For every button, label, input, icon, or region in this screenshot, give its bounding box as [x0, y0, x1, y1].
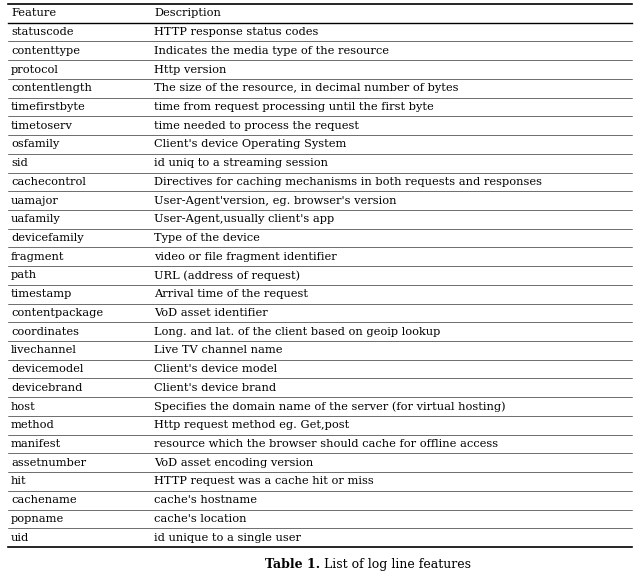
Text: contenttype: contenttype [11, 46, 80, 56]
Text: uid: uid [11, 533, 29, 543]
Text: Table 1.: Table 1. [265, 558, 320, 571]
Text: Description: Description [154, 8, 221, 19]
Text: livechannel: livechannel [11, 346, 77, 356]
Text: cache's hostname: cache's hostname [154, 495, 257, 505]
Text: User-Agent,usually client's app: User-Agent,usually client's app [154, 214, 335, 224]
Text: cache's location: cache's location [154, 514, 247, 524]
Text: coordinates: coordinates [11, 327, 79, 336]
Text: method: method [11, 420, 55, 430]
Text: uamajor: uamajor [11, 196, 59, 206]
Text: cachecontrol: cachecontrol [11, 177, 86, 187]
Text: List of log line features: List of log line features [320, 558, 471, 571]
Text: Type of the device: Type of the device [154, 233, 260, 243]
Text: Long. and lat. of the client based on geoip lookup: Long. and lat. of the client based on ge… [154, 327, 441, 336]
Text: assetnumber: assetnumber [11, 458, 86, 468]
Text: Live TV channel name: Live TV channel name [154, 346, 283, 356]
Text: uafamily: uafamily [11, 214, 61, 224]
Text: devicebrand: devicebrand [11, 383, 83, 393]
Text: popname: popname [11, 514, 64, 524]
Text: Indicates the media type of the resource: Indicates the media type of the resource [154, 46, 389, 56]
Text: devicemodel: devicemodel [11, 364, 83, 374]
Text: path: path [11, 270, 37, 280]
Text: Http version: Http version [154, 64, 227, 75]
Text: manifest: manifest [11, 439, 61, 449]
Text: timetoserv: timetoserv [11, 120, 73, 131]
Text: Directives for caching mechanisms in both requests and responses: Directives for caching mechanisms in bot… [154, 177, 542, 187]
Text: fragment: fragment [11, 252, 65, 262]
Text: HTTP response status codes: HTTP response status codes [154, 27, 319, 37]
Text: timestamp: timestamp [11, 290, 72, 299]
Text: URL (address of request): URL (address of request) [154, 270, 300, 281]
Text: HTTP request was a cache hit or miss: HTTP request was a cache hit or miss [154, 477, 374, 486]
Text: VoD asset identifier: VoD asset identifier [154, 308, 268, 318]
Text: Client's device brand: Client's device brand [154, 383, 276, 393]
Text: resource which the browser should cache for offline access: resource which the browser should cache … [154, 439, 499, 449]
Text: id unique to a single user: id unique to a single user [154, 533, 301, 543]
Text: protocol: protocol [11, 64, 59, 75]
Text: contentlength: contentlength [11, 83, 92, 93]
Text: Client's device Operating System: Client's device Operating System [154, 140, 347, 149]
Text: cachename: cachename [11, 495, 77, 505]
Text: The size of the resource, in decimal number of bytes: The size of the resource, in decimal num… [154, 83, 459, 93]
Text: video or file fragment identifier: video or file fragment identifier [154, 252, 337, 262]
Text: devicefamily: devicefamily [11, 233, 84, 243]
Text: osfamily: osfamily [11, 140, 60, 149]
Text: Http request method eg. Get,post: Http request method eg. Get,post [154, 420, 349, 430]
Text: id uniq to a streaming session: id uniq to a streaming session [154, 158, 328, 168]
Text: Feature: Feature [11, 8, 56, 19]
Text: sid: sid [11, 158, 28, 168]
Text: time from request processing until the first byte: time from request processing until the f… [154, 102, 434, 112]
Text: User-Agent'version, eg. browser's version: User-Agent'version, eg. browser's versio… [154, 196, 397, 206]
Text: Client's device model: Client's device model [154, 364, 277, 374]
Text: Arrival time of the request: Arrival time of the request [154, 290, 308, 299]
Text: VoD asset encoding version: VoD asset encoding version [154, 458, 314, 468]
Text: contentpackage: contentpackage [11, 308, 103, 318]
Text: hit: hit [11, 477, 27, 486]
Text: timefirstbyte: timefirstbyte [11, 102, 86, 112]
Text: host: host [11, 402, 36, 412]
Text: statuscode: statuscode [11, 27, 74, 37]
Text: time needed to process the request: time needed to process the request [154, 120, 359, 131]
Text: Specifies the domain name of the server (for virtual hosting): Specifies the domain name of the server … [154, 401, 506, 412]
